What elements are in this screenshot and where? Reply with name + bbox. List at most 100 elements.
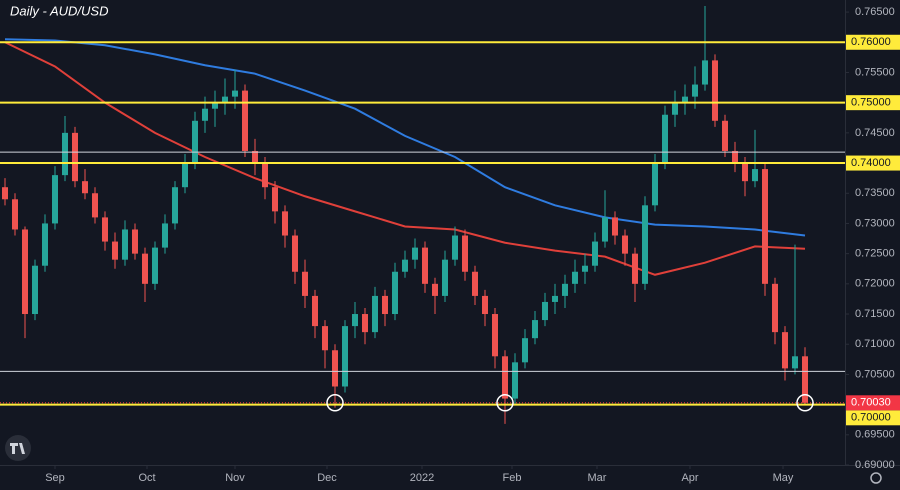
level-label: 0.75000	[851, 97, 891, 109]
candle-body	[322, 326, 328, 351]
candle-body	[192, 120, 198, 164]
candle-body	[702, 60, 708, 85]
candle-body	[492, 314, 498, 357]
candle-body	[252, 150, 258, 164]
candle-body	[122, 229, 128, 260]
plot-area	[0, 6, 845, 424]
y-tick-label: 0.72500	[855, 248, 895, 260]
candle-body	[172, 187, 178, 224]
candle-body	[532, 320, 538, 339]
level-label-box	[846, 34, 900, 50]
level-label-box	[846, 95, 900, 111]
candle-body	[752, 169, 758, 182]
y-tick-label: 0.71000	[855, 338, 895, 350]
candle-body	[112, 241, 118, 260]
chart-title: Daily - AUD/USD	[10, 3, 108, 18]
x-tick-label: 2022	[410, 472, 434, 484]
settings-icon[interactable]	[870, 472, 882, 484]
candle-body	[732, 150, 738, 164]
candle-body	[92, 193, 98, 218]
y-tick-label: 0.75500	[855, 66, 895, 78]
logo-mark	[10, 443, 25, 454]
candle-body	[312, 295, 318, 327]
candle-body	[802, 356, 808, 403]
level-label-box	[846, 155, 900, 171]
x-tick-label: Dec	[317, 472, 337, 484]
candle-body	[362, 314, 368, 333]
candle-body	[792, 356, 798, 369]
candle-body	[592, 241, 598, 266]
candle-body	[612, 217, 618, 236]
candle-body	[302, 271, 308, 296]
candle-body	[682, 96, 688, 103]
candle-body	[412, 247, 418, 260]
level-label: 0.70000	[851, 412, 891, 424]
axes: 0.76500 0.75500 0.74500 0.73500 0.73000 0.725…	[45, 6, 900, 484]
x-tick-label: Oct	[138, 472, 155, 484]
candle-body	[132, 229, 138, 254]
y-tick-label: 0.76500	[855, 6, 895, 18]
candle-body	[62, 132, 68, 176]
candle-body	[142, 253, 148, 284]
y-tick-label: 0.74500	[855, 127, 895, 139]
level-label: 0.76000	[851, 36, 891, 48]
candle-body	[152, 247, 158, 284]
candle-body	[352, 314, 358, 327]
candle-body	[452, 235, 458, 260]
candle-body	[712, 60, 718, 121]
candle-body	[562, 283, 568, 296]
candle-body	[182, 163, 188, 188]
candle-body	[482, 295, 488, 315]
y-tick-label: 0.70500	[855, 368, 895, 380]
candle-body	[722, 120, 728, 151]
candle-body	[422, 247, 428, 284]
candle-body	[262, 163, 268, 188]
level-label-box	[846, 410, 900, 426]
candle-body	[72, 132, 78, 182]
candle-body	[632, 253, 638, 284]
candle-body	[212, 102, 218, 109]
candle-body	[32, 265, 38, 315]
candle-body	[202, 108, 208, 121]
candle-body	[772, 283, 778, 333]
candle-body	[272, 187, 278, 212]
candle-body	[82, 181, 88, 194]
candle-body	[762, 169, 768, 284]
candle-body	[102, 217, 108, 242]
y-tick-label: 0.69000	[855, 459, 895, 471]
candle-body	[372, 295, 378, 333]
candle-body	[642, 205, 648, 284]
candle-body	[582, 265, 588, 272]
x-tick-label: Nov	[225, 472, 245, 484]
candle-body	[542, 301, 548, 321]
candle-body	[382, 295, 388, 315]
candle-body	[602, 217, 608, 242]
candle-body	[402, 259, 408, 272]
candle-body	[2, 187, 8, 200]
candle-body	[332, 350, 338, 387]
candle-body	[572, 271, 578, 284]
candle-body	[392, 271, 398, 315]
candle-body	[52, 175, 58, 224]
settings-gear[interactable]	[870, 472, 882, 484]
candle-body	[672, 102, 678, 115]
candle-body	[552, 295, 558, 302]
x-tick-label: Sep	[45, 472, 65, 484]
circle-marker	[326, 394, 344, 412]
candle-body	[232, 90, 238, 97]
tradingview-logo	[5, 435, 31, 461]
logo-badge	[5, 435, 31, 461]
candle-body	[222, 96, 228, 103]
candle-body	[512, 362, 518, 399]
candle-body	[782, 332, 788, 369]
candle-body	[42, 223, 48, 266]
candle-body	[662, 114, 668, 164]
moving-average-line	[4, 38, 806, 237]
y-tick-label: 0.71500	[855, 308, 895, 320]
last-price-box	[846, 395, 900, 411]
last-price-label: 0.70030	[851, 397, 891, 409]
